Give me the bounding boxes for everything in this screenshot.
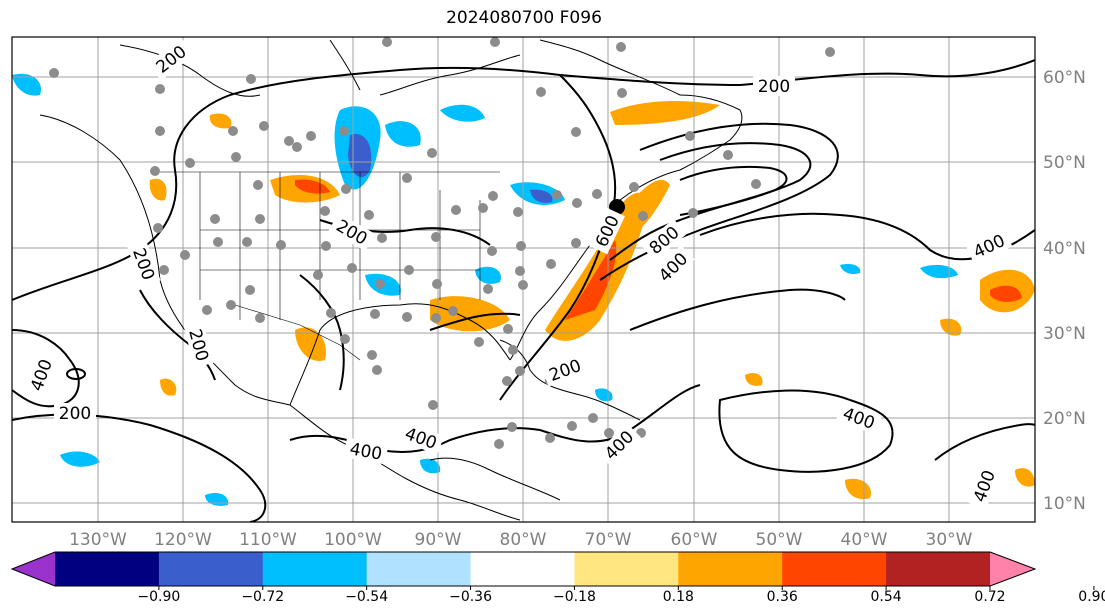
lon-label: 40°W — [841, 530, 888, 550]
colorbar-extend-high — [990, 552, 1035, 586]
lat-label: 20°N — [1043, 409, 1086, 429]
lon-label: 80°W — [500, 530, 547, 550]
lat-label: 10°N — [1043, 494, 1086, 514]
colorbar-segment — [782, 552, 887, 586]
lat-label: 50°N — [1043, 153, 1086, 173]
colorbar-tick-label: −0.90 — [137, 589, 180, 605]
lat-label: 30°N — [1043, 324, 1086, 344]
lon-label: 100°W — [324, 530, 382, 550]
colorbar-segment — [886, 552, 991, 586]
coastlines — [39, 39, 743, 521]
contour-label: 200 — [59, 404, 91, 424]
map-title: 2024080700 F096 — [446, 8, 602, 28]
colorbar-ticks: −0.90 −0.72 −0.54 −0.36 −0.18 0.18 0.36 0.54 0.7… — [137, 586, 1105, 605]
lon-label: 130°W — [69, 530, 127, 550]
lat-label: 60°N — [1043, 68, 1086, 88]
colorbar-segment — [366, 552, 472, 586]
contour-label-group: 200 200 200 200 200 200 200 400 400 400 … — [24, 37, 1013, 510]
colorbar-segments — [12, 552, 1035, 586]
colorbar-tick-label: 0.90 — [1078, 589, 1105, 605]
colorbar-tick-label: 0.54 — [871, 589, 902, 605]
colorbar-tick-label: −0.36 — [449, 589, 492, 605]
colorbar-tick-label: 0.72 — [974, 589, 1005, 605]
lon-label: 120°W — [154, 530, 212, 550]
latitude-labels: 60°N 50°N 40°N 30°N 20°N 10°N — [1043, 68, 1086, 514]
lon-label: 90°W — [415, 530, 462, 550]
colorbar-segment — [262, 552, 368, 586]
lon-label: 30°W — [926, 530, 973, 550]
colorbar-segment — [574, 552, 679, 586]
lon-label: 50°W — [756, 530, 803, 550]
colorbar-tick-label: −0.54 — [345, 589, 388, 605]
colorbar-segment — [678, 552, 783, 586]
colorbar-tick-label: −0.72 — [241, 589, 284, 605]
gridlines — [12, 37, 1035, 522]
lat-label: 40°N — [1043, 239, 1086, 259]
colorbar-tick-label: 0.18 — [663, 589, 694, 605]
colorbar-outline — [10, 551, 1037, 587]
station-markers — [49, 37, 835, 449]
colorbar: −0.90 −0.72 −0.54 −0.36 −0.18 0.18 0.36 0.54 0.7… — [10, 551, 1105, 605]
colorbar-segment — [55, 552, 160, 586]
contour-label: 200 — [758, 77, 790, 97]
map-frame — [11, 36, 1036, 523]
colorbar-segment — [158, 552, 264, 586]
longitude-labels: 130°W 120°W 110°W 100°W 90°W 80°W 70°W 6… — [69, 530, 973, 550]
lon-label: 60°W — [671, 530, 718, 550]
colorbar-segment — [470, 552, 575, 586]
lon-label: 110°W — [239, 530, 297, 550]
colorbar-tick-label: −0.18 — [553, 589, 596, 605]
colorbar-extend-low — [12, 552, 55, 586]
lon-label: 70°W — [585, 530, 632, 550]
colorbar-tick-label: 0.36 — [767, 589, 798, 605]
